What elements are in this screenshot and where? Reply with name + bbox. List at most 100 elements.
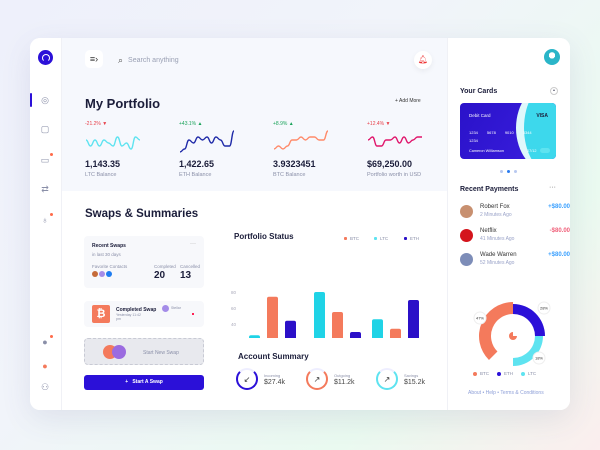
about-link[interactable]: About	[468, 390, 482, 396]
coin-label: ETH Balance	[179, 172, 212, 178]
legend-swatch	[521, 371, 525, 376]
active-indicator	[30, 93, 32, 107]
contact-avatar[interactable]	[106, 271, 112, 277]
bar-eth-january	[285, 320, 296, 338]
profile-icon[interactable]: ●	[42, 361, 48, 371]
arrow-up-right-icon: ↗	[306, 368, 328, 390]
card-number-group: 5678	[486, 130, 496, 135]
card-number-group: 3344	[522, 130, 532, 135]
start-swap-label: Start A Swap	[132, 379, 163, 385]
sparkline	[85, 136, 141, 150]
favorite-contacts	[92, 271, 112, 277]
swap-icon[interactable]: ⇄	[41, 184, 49, 194]
wallet-icon[interactable]: ▢	[40, 124, 50, 134]
debit-card[interactable]: Debit Card VISA 1234 5678 9010 3344 1234 Ca…	[460, 103, 556, 159]
footer-links: About • Help • Terms & Conditions	[468, 390, 544, 396]
payment-time: 52 Minutes Ago	[480, 260, 515, 266]
summary-label: Savings	[404, 372, 419, 378]
payment-name: Robert Fox	[480, 204, 510, 210]
search-input[interactable]: ⌕ Search anything	[118, 55, 179, 66]
your-cards-title: Your Cards	[460, 88, 498, 95]
terms-link[interactable]: Terms & Conditions	[500, 390, 544, 396]
page-dot[interactable]	[500, 170, 503, 173]
more-icon[interactable]: ···	[190, 241, 196, 247]
card-pagination[interactable]	[500, 170, 517, 173]
sidebar: ◎ ▢ ▭ ⇄ ♁ ● ● ⚇	[30, 38, 62, 410]
legend-item: LTC	[374, 236, 388, 241]
card-brand: VISA	[536, 113, 548, 119]
card-number: 1234 5678 9010 3344	[469, 130, 532, 135]
add-card-icon[interactable]: •	[550, 87, 558, 95]
payment-amount: +$80.00	[548, 204, 570, 210]
chart-title: Portfolio Status	[234, 232, 294, 241]
payment-item[interactable]: Wade Warren 52 Minutes Ago +$80.00	[460, 252, 570, 266]
contact-avatar[interactable]	[99, 271, 105, 277]
page-dot[interactable]	[514, 170, 517, 173]
add-user-icon[interactable]: ⚇	[40, 382, 50, 392]
start-swap-button[interactable]: + Start A Swap	[84, 375, 204, 390]
sparkline	[179, 130, 235, 153]
coin-card[interactable]: +8.9% ▲ 3.9323451 BTC Balance	[273, 121, 363, 178]
card-number-extra: 1234	[469, 138, 478, 143]
user-avatar-icon[interactable]: ●	[39, 335, 53, 348]
sparkline	[273, 130, 329, 150]
add-more-button[interactable]: + Add More	[395, 98, 421, 104]
change-value: +12.4%	[367, 121, 385, 127]
user-avatar[interactable]	[544, 49, 560, 65]
menu-toggle-button[interactable]: ≡›	[85, 50, 103, 68]
page-title: My Portfolio	[85, 96, 161, 111]
recent-swaps-period: in last 30 days	[92, 252, 121, 257]
completed-swap-card[interactable]: ₿ Completed Swap Yesterday 11:42 pm Stel…	[84, 301, 204, 327]
arrow-up-right-icon: ↗	[376, 368, 398, 390]
account-summary-title: Account Summary	[238, 352, 309, 361]
summary-label: Outgoing	[334, 372, 351, 378]
triangle-down-icon: ▼	[385, 121, 391, 127]
percent-bubble	[473, 311, 487, 325]
payment-item[interactable]: Netflix 41 Minutes Ago -$80.00	[460, 228, 570, 242]
chat-icon[interactable]: ▭	[39, 153, 53, 166]
coin-label: BTC Balance	[273, 172, 306, 178]
compass-icon[interactable]: ◎	[41, 95, 49, 105]
contact-avatar[interactable]	[92, 271, 98, 277]
payment-item[interactable]: Robert Fox 2 Minutes Ago +$80.00	[460, 204, 570, 218]
recent-swaps-card: Recent Swaps ··· in last 30 days Favorit…	[84, 236, 204, 288]
more-icon[interactable]: ···	[549, 184, 556, 191]
summary-value: $11.2k	[334, 378, 355, 386]
start-new-swap-card[interactable]: Start New Swap	[84, 338, 204, 365]
bulb-icon[interactable]: ♁	[39, 213, 53, 226]
logo[interactable]	[38, 50, 53, 65]
payment-avatar	[460, 204, 473, 218]
help-link[interactable]: Help	[485, 390, 496, 396]
y-tick-label: 80	[231, 290, 237, 295]
recent-swaps-title: Recent Swaps	[92, 243, 126, 249]
legend-swatch	[497, 371, 501, 376]
completed-swap-title: Completed Swap	[116, 307, 157, 313]
card-number-group: 9010	[504, 130, 514, 135]
recent-payments-title: Recent Payments	[460, 186, 519, 193]
page-dot-active[interactable]	[507, 170, 510, 173]
change-value: -21.2%	[85, 121, 101, 127]
main-content: ≡› ⌕ Search anything 🔔︎ My Portfolio + Ad…	[62, 38, 447, 410]
card-type: Debit Card	[469, 113, 491, 118]
notification-bell-icon[interactable]: 🔔︎	[414, 51, 432, 69]
payment-avatar	[460, 252, 473, 266]
contacts-label: Favorite Contacts	[92, 264, 128, 269]
legend-label: LTC	[380, 236, 389, 241]
coin-card[interactable]: +12.4% ▼ $69,250.00 Portfolio worth in USD	[367, 121, 457, 178]
percent-bubble	[537, 301, 551, 315]
summary-item[interactable]: ↗ Outgoing $11.2k	[306, 368, 355, 390]
completed-label: Completed	[154, 264, 176, 269]
summary-item[interactable]: ↙ Incoming $27.4k	[236, 368, 285, 390]
legend-label: BTC	[350, 236, 359, 241]
change-badge: +12.4% ▼	[367, 121, 457, 127]
percent-label: 18%	[535, 356, 543, 361]
coin-card[interactable]: -21.2% ▼ 1,143.35 LTC Balance	[85, 121, 175, 178]
payment-name: Wade Warren	[480, 252, 517, 258]
y-tick-label: 40	[231, 322, 237, 327]
summary-item[interactable]: ↗ Savings $15.2k	[376, 368, 425, 390]
search-placeholder: Search anything	[128, 57, 179, 64]
coin-label: Portfolio worth in USD	[367, 172, 422, 178]
cancelled-count: 13	[180, 270, 192, 281]
sparkline	[367, 136, 422, 147]
coin-card[interactable]: +43.1% ▲ 1,422.65 ETH Balance	[179, 121, 269, 178]
